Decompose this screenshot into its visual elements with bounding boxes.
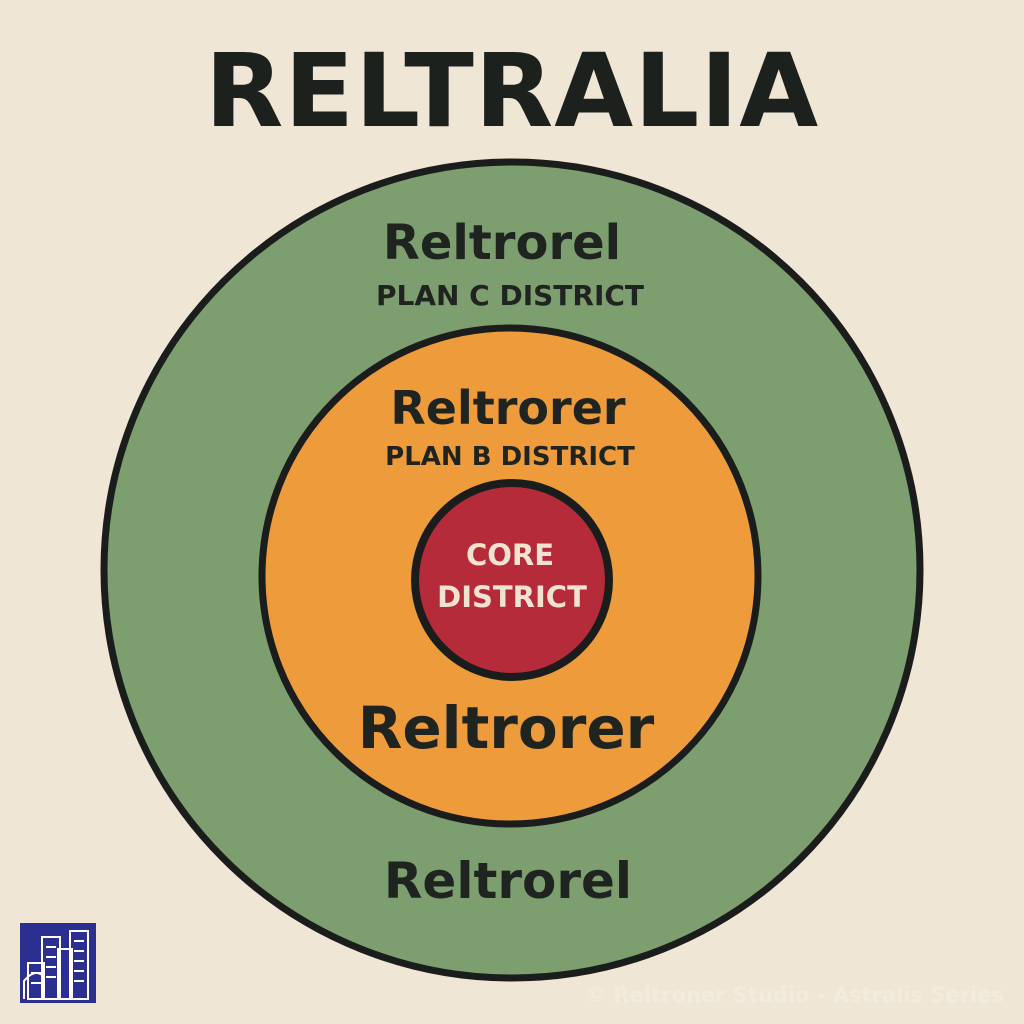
- diagram-title: RELTRALIA: [204, 32, 820, 151]
- city-buildings-icon: [20, 923, 96, 1003]
- core-label-line1: CORE: [466, 538, 554, 572]
- core-district-circle: [411, 479, 613, 681]
- middle-ring-subtitle: PLAN B DISTRICT: [385, 442, 635, 472]
- copyright-watermark: © Reltroner Studio - Astralis Series: [585, 983, 1004, 1007]
- outer-ring-subtitle: PLAN C DISTRICT: [376, 279, 644, 312]
- core-label-line2: DISTRICT: [437, 580, 587, 614]
- outer-ring-name-top: Reltrorel: [383, 215, 621, 271]
- middle-ring-name-top: Reltrorer: [390, 381, 626, 435]
- outer-ring-name-bottom: Reltrorel: [384, 852, 632, 910]
- middle-ring-name-bottom: Reltrorer: [358, 694, 655, 762]
